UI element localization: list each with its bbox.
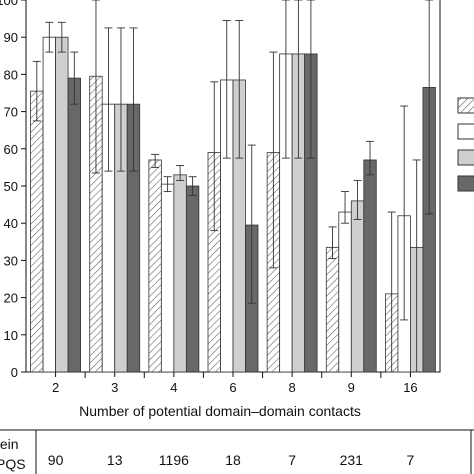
- error-bar-group: [32, 0, 434, 373]
- bar-series-1: [325, 246, 340, 373]
- bar-series-1: [148, 159, 162, 373]
- legend-swatch-series-1: [457, 97, 474, 114]
- table-value: 1196: [159, 452, 189, 468]
- y-tick-label: 10: [4, 328, 18, 343]
- y-tick-label: 100: [0, 0, 18, 8]
- table-row-label: tein: [0, 436, 19, 452]
- bar-series-4: [185, 185, 200, 373]
- bar-series-group: [30, 36, 436, 373]
- x-tick-label: 8: [289, 380, 296, 395]
- bar-series-3: [173, 174, 187, 373]
- x-tick-label: 4: [170, 380, 177, 395]
- y-tick-label: 20: [4, 291, 18, 306]
- legend: [457, 97, 474, 192]
- legend-swatch-series-2: [457, 123, 474, 140]
- table-value: 18: [225, 452, 241, 468]
- y-tick-label: 40: [4, 216, 18, 231]
- bar-series-4: [67, 77, 81, 373]
- y-tick-label: 90: [4, 30, 18, 45]
- y-tick-label: 50: [4, 179, 18, 194]
- x-axis: 2 3 4 6 8 9 16: [52, 372, 418, 395]
- count-table: tein PQS 90 13 1196 18 7 231 7: [0, 429, 474, 474]
- table-value: 90: [48, 452, 64, 468]
- bar-series-1: [30, 90, 44, 373]
- bar-series-3: [55, 36, 69, 373]
- table-value: 7: [407, 452, 415, 468]
- y-tick-label: 30: [4, 253, 18, 268]
- bar-series-2: [160, 183, 175, 373]
- table-value: 231: [340, 452, 364, 468]
- legend-swatch-series-3: [457, 149, 474, 166]
- table-value: 7: [288, 452, 296, 468]
- bar-series-3: [350, 200, 365, 373]
- x-axis-title: Number of potential domain–domain contac…: [79, 403, 361, 419]
- x-tick-label: 3: [111, 380, 118, 395]
- bar-series-4: [363, 159, 377, 373]
- table-row-label: PQS: [0, 456, 26, 472]
- y-axis: 0 10 20 30 40 50 60 70 80 90 100: [0, 0, 26, 380]
- x-tick-label: 16: [403, 380, 417, 395]
- y-tick-label: 60: [4, 142, 18, 157]
- bar-series-2: [42, 36, 56, 373]
- x-tick-label: 2: [52, 380, 59, 395]
- y-tick-label: 80: [4, 67, 18, 82]
- y-tick-label: 70: [4, 105, 18, 120]
- bar-series-2: [338, 211, 352, 373]
- y-tick-label: 0: [11, 365, 18, 380]
- legend-swatch-series-4: [457, 175, 474, 192]
- x-tick-label: 6: [229, 380, 236, 395]
- x-tick-label: 9: [348, 380, 355, 395]
- table-value: 13: [107, 452, 123, 468]
